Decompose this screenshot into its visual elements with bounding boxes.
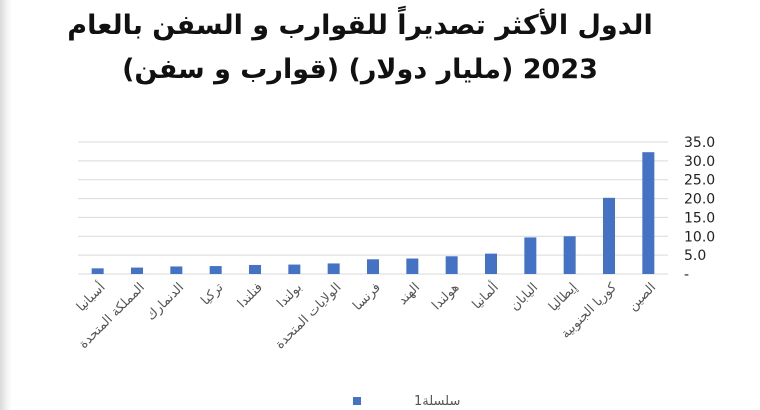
bar: [288, 264, 301, 274]
x-category-label: الدنمارك: [144, 280, 187, 323]
y-tick-label: 20.0: [684, 192, 715, 208]
gridlines: [78, 141, 668, 275]
x-category-label: الصين: [625, 280, 659, 314]
bar: [603, 197, 615, 274]
x-category-label: تركيا: [198, 280, 226, 308]
chart-title-line-1: الدول الأكثر تصديراً للقوارب و السفن بال…: [67, 10, 653, 41]
y-tick-label: 15.0: [684, 210, 715, 226]
x-category-label: الهند: [395, 280, 423, 308]
window-edge: [0, 0, 12, 410]
bar: [131, 267, 143, 274]
y-tick-label: 10.0: [684, 229, 715, 245]
y-tick-label: -: [684, 267, 689, 283]
bar: [563, 236, 576, 274]
bar: [367, 259, 379, 274]
y-tick-label: 25.0: [684, 173, 715, 189]
legend: سلسلة1: [353, 394, 460, 409]
x-category-label: هولندا: [429, 280, 462, 313]
x-category-label: ألمانيا: [468, 279, 502, 313]
chart-title: الدول الأكثر تصديراً للقوارب و السفن بال…: [20, 4, 700, 92]
y-tick-label: 35.0: [684, 135, 715, 151]
bar: [327, 263, 340, 274]
y-axis-ticks: 35.0 30.0 25.0 20.0 15.0 10.0 5.0 -: [684, 135, 715, 283]
bar: [249, 264, 261, 274]
y-tick-label: 5.0: [684, 248, 706, 264]
x-category-label: فنلندا: [235, 280, 266, 311]
x-category-label: فرنسا: [350, 280, 384, 314]
y-tick-label: 30.0: [684, 154, 715, 170]
chart-title-line-2: 2023 (مليار دولار) (قوارب و سفن): [122, 54, 598, 85]
bar: [209, 266, 222, 274]
x-category-label: إيطاليا: [546, 280, 580, 314]
bar: [524, 237, 537, 274]
bar: [406, 258, 419, 274]
x-category-label: بولندا: [274, 280, 305, 311]
x-category-label: اليابان: [508, 280, 542, 314]
bar: [170, 266, 183, 274]
bar: [485, 253, 497, 274]
legend-swatch: [353, 397, 361, 405]
bar: [445, 256, 458, 274]
bar: [91, 268, 104, 274]
bars: [91, 152, 655, 274]
bar: [642, 152, 655, 274]
x-category-label: أسبانيا: [73, 279, 109, 315]
legend-label: سلسلة1: [414, 394, 460, 409]
